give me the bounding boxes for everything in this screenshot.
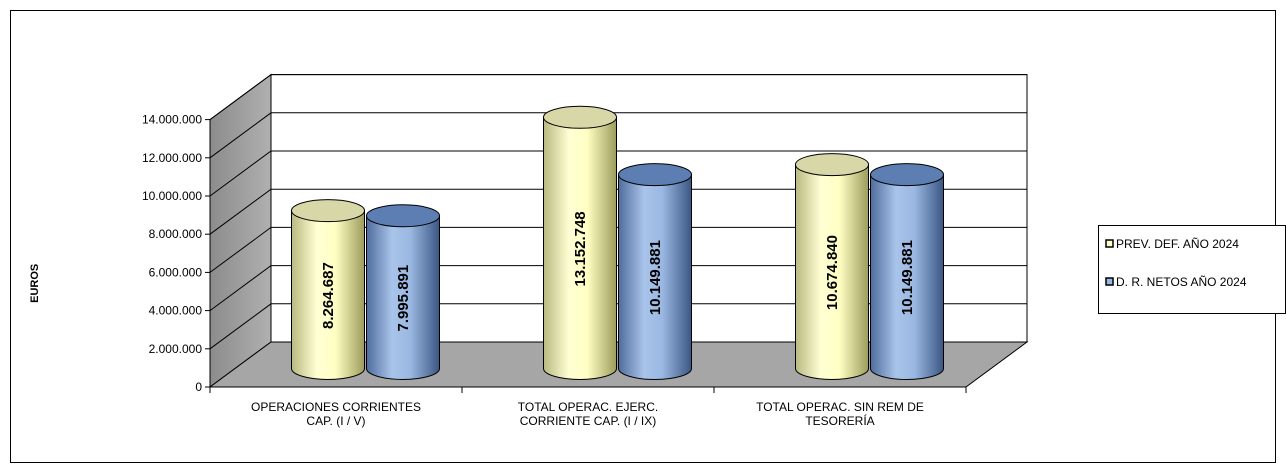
y-tick-label: 6.000.000 [149,265,203,279]
y-tick-label: 8.000.000 [149,227,203,241]
y-tick-label: 14.000.000 [142,113,202,127]
gridline [209,150,1027,197]
y-axis-label: EUROS [29,264,41,303]
bar-body [291,210,365,380]
bar-top [618,163,692,187]
legend-swatch [1105,239,1114,248]
legend-label: D. R. NETOS AÑO 2024 [1116,275,1247,289]
data-label: 7.995.891 [395,265,412,332]
y-tick-label: 0 [195,380,202,394]
bar-top [870,163,944,187]
x-category-label: CAP. (I / V) [306,414,365,428]
data-label: 10.149.881 [899,240,916,315]
bar-top [543,105,617,129]
x-category-label: TOTAL OPERAC. EJERC. [518,400,658,414]
chart-bars: 8.264.687 7.995.891 13.152.748 10.149.881 10… [291,105,944,380]
bar [291,199,365,380]
bar-top [795,153,869,177]
bar-body [543,116,617,380]
bar-body [618,174,692,380]
bar [618,163,692,380]
bar-top [366,204,440,228]
x-category-label: TESORERÍA [805,413,874,428]
y-axis: 0 2.000.000 4.000.000 6.000.000 8.000.000 10.… [142,113,211,394]
y-tick-label: 10.000.000 [142,189,202,203]
data-label: 10.674.840 [824,235,841,310]
bar [543,105,617,380]
x-category-label: TOTAL OPERAC. SIN REM DE [756,400,924,414]
legend-swatch [1105,277,1114,286]
x-category-label: OPERACIONES CORRIENTES [251,400,421,414]
bar-body [795,164,869,380]
bar-top [291,199,365,223]
gridline [209,265,1027,312]
bar-body [870,174,944,380]
data-label: 10.149.881 [647,240,664,315]
bar [795,153,869,380]
gridline [209,74,1027,121]
gridline [209,226,1027,273]
x-category-label: CORRIENTE CAP. (I / IX) [520,414,656,428]
gridline [209,303,1027,350]
data-label: 13.152.748 [572,211,589,286]
bar [366,204,440,380]
side-wall [209,73,272,388]
y-tick-label: 2.000.000 [149,342,203,356]
data-label: 8.264.687 [320,262,337,329]
bar-body [366,215,440,380]
gridline [209,112,1027,159]
legend-box [1098,225,1286,314]
y-tick-label: 4.000.000 [149,304,203,318]
legend-label: PREV. DEF. AÑO 2024 [1116,237,1239,251]
legend: PREV. DEF. AÑO 2024 D. R. NETOS AÑO 2024 [1098,225,1286,314]
y-tick-label: 12.000.000 [142,151,202,165]
gridline [209,188,1027,235]
bar [870,163,944,380]
